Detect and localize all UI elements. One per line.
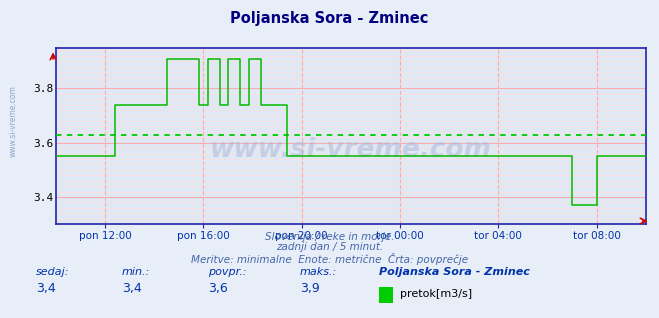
Text: www.si-vreme.com: www.si-vreme.com (9, 85, 18, 157)
Text: Poljanska Sora - Zminec: Poljanska Sora - Zminec (379, 267, 530, 277)
Text: pretok[m3/s]: pretok[m3/s] (400, 289, 472, 299)
Text: 3,4: 3,4 (36, 282, 56, 295)
Text: 3,4: 3,4 (122, 282, 142, 295)
Text: povpr.:: povpr.: (208, 267, 246, 277)
Text: 3,6: 3,6 (208, 282, 227, 295)
Text: sedaj:: sedaj: (36, 267, 70, 277)
Text: zadnji dan / 5 minut.: zadnji dan / 5 minut. (276, 242, 383, 252)
Text: Slovenija / reke in morje.: Slovenija / reke in morje. (265, 232, 394, 241)
Text: min.:: min.: (122, 267, 150, 277)
Text: Poljanska Sora - Zminec: Poljanska Sora - Zminec (230, 11, 429, 26)
Text: www.si-vreme.com: www.si-vreme.com (210, 137, 492, 163)
Text: 3,9: 3,9 (300, 282, 320, 295)
Text: Meritve: minimalne  Enote: metrične  Črta: povprečje: Meritve: minimalne Enote: metrične Črta:… (191, 253, 468, 265)
Text: maks.:: maks.: (300, 267, 337, 277)
